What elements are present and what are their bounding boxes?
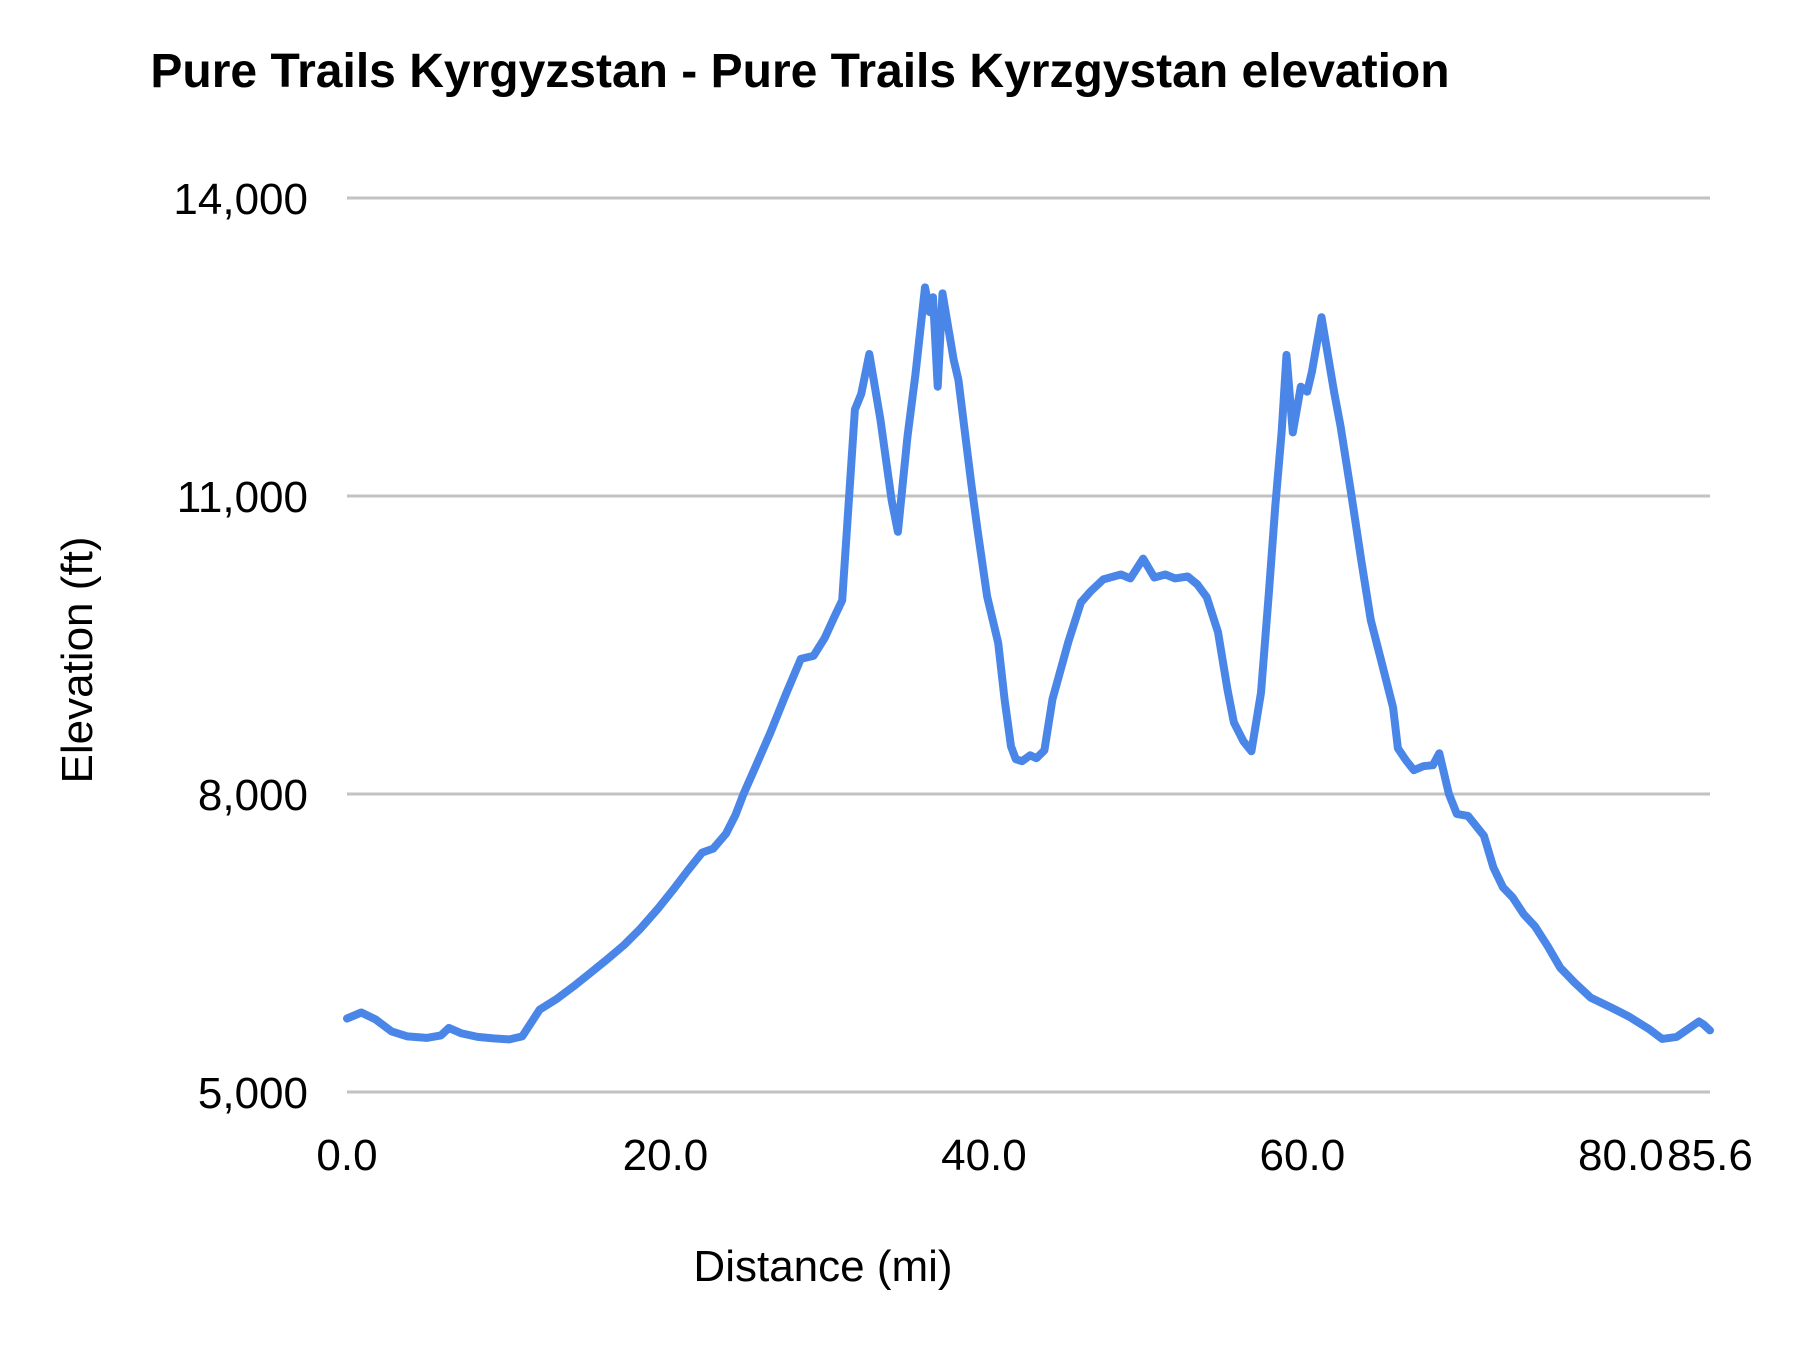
elevation-line: [343, 283, 1714, 1044]
x-tick-label: 80.0: [1578, 1131, 1664, 1180]
x-tick-label: 60.0: [1260, 1131, 1346, 1180]
x-tick-label: 20.0: [623, 1131, 709, 1180]
y-tick-label: 14,000: [173, 175, 308, 224]
x-tick-label: 40.0: [941, 1131, 1027, 1180]
x-axis-title: Distance (mi): [693, 1242, 953, 1291]
y-axis-title: Elevation (ft): [53, 536, 102, 784]
y-tick-label: 11,000: [177, 473, 308, 522]
y-tick-label: 5,000: [198, 1069, 308, 1118]
x-tick-label: 0.0: [316, 1131, 377, 1180]
x-tick-label: 85.6: [1667, 1131, 1753, 1180]
y-tick-label: 8,000: [198, 771, 308, 820]
chart-title: Pure Trails Kyrgyzstan - Pure Trails Kyr…: [150, 45, 1450, 98]
